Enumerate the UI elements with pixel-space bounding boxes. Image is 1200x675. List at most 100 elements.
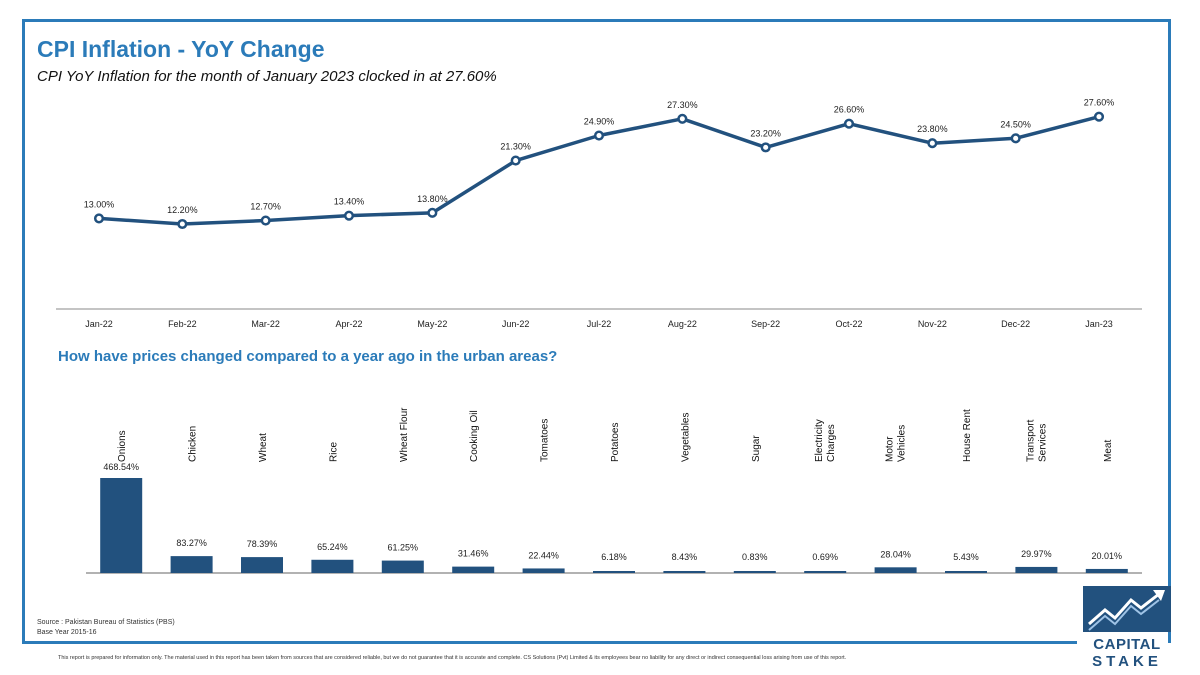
bar-data-label: 0.83% [742,552,768,562]
category-label-line: Chicken [188,426,199,462]
report-frame [22,19,1171,643]
category-label-line: Onions [117,430,128,462]
data-label: 13.80% [417,194,448,204]
category-label: Chicken [188,426,199,462]
category-label-line: Potatoes [610,423,621,462]
bar [663,571,706,573]
x-tick-label: Mar-22 [251,319,280,329]
category-label-line: Tomatoes [540,419,551,462]
category-label-line: Wheat Flour [399,407,410,462]
disclaimer-text: This report is prepared for information … [58,655,847,661]
category-label: Electricity Charges [814,419,837,462]
category-label-line: Services [1037,424,1048,462]
x-tick-label: Oct-22 [835,319,862,329]
bar [945,571,987,573]
bar-data-label: 468.54% [103,462,139,472]
category-label-line: Transport [1025,419,1036,462]
bar [733,571,776,573]
category-label-line: Cooking Oil [469,410,480,462]
logo-text-line2: STAKE [1092,653,1162,670]
bar [100,478,143,573]
bar-data-label: 28.04% [880,549,911,559]
bar [593,571,635,573]
data-label: 26.60% [834,105,865,115]
bar [241,557,283,573]
bar [1015,566,1058,573]
category-label: Sugar [751,435,762,462]
category-label-line: Wheat [258,433,269,462]
category-label: Wheat Flour [399,407,410,462]
category-label-line: Vegetables [680,413,691,463]
x-tick-label: Nov-22 [918,319,947,329]
urban-prices-bar-chart: 468.54%Onions 83.27% Chicken 78.39% Wheat 65.… [86,407,1142,574]
data-label: 23.80% [917,124,948,134]
trend-arrow-icon [1088,590,1165,631]
bar [804,571,847,573]
data-point [93,213,105,224]
data-label: 23.20% [750,128,781,138]
bar-data-label: 20.01% [1092,551,1123,561]
x-tick-label: May-22 [417,319,447,329]
base-year-line: Base Year 2015-16 [37,629,97,636]
data-label: 13.00% [84,199,115,209]
data-point [927,138,938,149]
source-line: Source : Pakistan Bureau of Statistics (… [37,619,175,626]
capital-stake-logo: CAPITAL STAKE [1083,586,1171,672]
bar-data-label: 65.24% [317,542,348,552]
data-point [593,130,605,141]
data-point [177,218,188,230]
category-label: Tomatoes [540,419,551,462]
page-subtitle: CPI YoY Inflation for the month of Janua… [37,68,497,85]
data-label: 24.50% [1000,119,1031,129]
bar [522,568,565,573]
x-tick-label: Jan-22 [85,319,113,329]
data-point [1093,111,1105,122]
data-label: 27.60% [1084,98,1115,108]
data-point [260,215,271,226]
data-point [760,142,771,153]
bar [170,556,213,573]
data-point [510,155,521,166]
category-label: Cooking Oil [469,410,480,462]
category-label: Vegetables [680,413,691,463]
bar [874,567,917,573]
category-label-line: Meat [1103,440,1114,462]
data-point [1010,133,1021,144]
bar-chart-title: How have prices changed compared to a ye… [58,348,558,365]
data-point [343,210,355,221]
bar [1085,568,1128,573]
category-label-line: Motor [885,436,896,462]
logo-text-line1: CAPITAL [1093,636,1161,653]
category-label-line: Vehicles [897,425,908,462]
x-tick-label: Jul-22 [587,319,612,329]
category-label: House Rent [962,409,973,462]
logo-mark [1083,586,1171,632]
bar [381,560,424,573]
category-label-line: House Rent [962,409,973,462]
category-label-line: Charges [826,424,837,462]
x-tick-label: Aug-22 [668,319,697,329]
source-note: Source : Pakistan Bureau of Statistics (… [37,618,175,638]
bar-data-label: 5.43% [953,552,979,562]
x-tick-label: Dec-22 [1001,319,1030,329]
category-label: Potatoes [610,423,621,462]
data-point [843,118,855,129]
x-tick-label: Jan-23 [1085,319,1113,329]
bar-data-label: 31.46% [458,549,489,559]
bottom-rule [22,641,1077,644]
x-tick-label: Jun-22 [502,319,530,329]
category-label: Rice [328,442,339,462]
bar-data-label: 78.39% [247,539,278,549]
data-label: 24.90% [584,117,615,127]
bar [452,566,495,573]
category-label: Wheat [258,433,269,462]
x-tick-label: Sep-22 [751,319,780,329]
category-label-line: Electricity [814,419,825,462]
bar-data-label: 22.44% [528,550,559,560]
bar [311,559,354,573]
category-label: Transport Services [1025,419,1048,462]
data-label: 12.20% [167,205,198,215]
data-point [677,113,688,124]
bar-data-label: 61.25% [388,543,419,553]
bar-data-label: 8.43% [672,552,698,562]
